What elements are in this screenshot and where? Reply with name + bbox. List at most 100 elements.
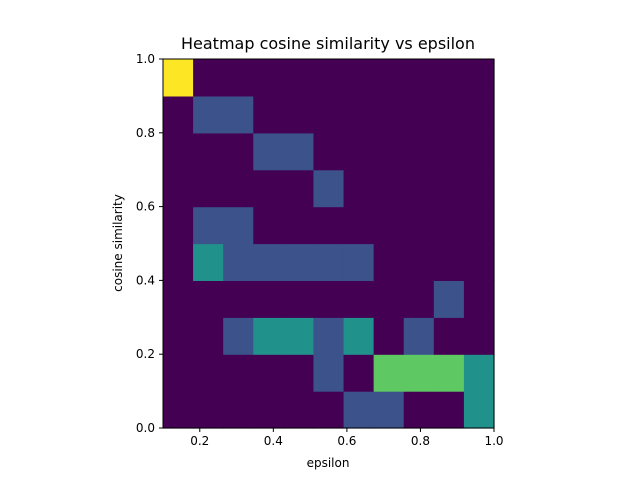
heatmap-cell: [253, 169, 284, 208]
heatmap-cell: [193, 354, 224, 392]
heatmap-cell: [223, 354, 254, 392]
heatmap-cell: [313, 243, 345, 281]
heatmap-cell: [283, 169, 315, 208]
heatmap-cell: [283, 132, 315, 171]
heatmap-cell: [403, 95, 435, 134]
heatmap-cell: [223, 243, 254, 281]
heatmap-cell: [283, 206, 315, 245]
heatmap-cell: [253, 391, 284, 429]
heatmap-cell: [283, 354, 315, 392]
heatmap-cell: [463, 206, 495, 245]
heatmap-cell: [343, 132, 375, 171]
heatmap-cell: [433, 95, 465, 134]
heatmap-cell: [373, 280, 405, 318]
heatmap-cell: [223, 95, 254, 134]
heatmap-cell: [163, 95, 194, 134]
heatmap-cell: [193, 243, 224, 281]
heatmap-cell: [193, 206, 224, 245]
heatmap-cell: [253, 95, 284, 134]
heatmap-cell: [313, 132, 345, 171]
heatmap-cell: [163, 391, 194, 429]
y-axis-label: cosine similarity: [111, 194, 125, 292]
heatmap-cell: [163, 243, 194, 281]
heatmap-cell: [433, 243, 465, 281]
heatmap-cell: [373, 354, 405, 392]
heatmap-cell: [163, 354, 194, 392]
heatmap-cell: [433, 280, 465, 318]
heatmap-cell: [193, 132, 224, 171]
heatmap-cell: [163, 132, 194, 171]
heatmap-cell: [283, 243, 315, 281]
heatmap-cell: [463, 391, 495, 429]
heatmap-cell: [373, 169, 405, 208]
heatmap-cell: [343, 169, 375, 208]
heatmap-cell: [193, 95, 224, 134]
heatmap-cell: [343, 391, 375, 429]
y-tick-label: 0.2: [136, 347, 155, 361]
heatmap-cell: [253, 280, 284, 318]
heatmap-cell: [433, 59, 465, 97]
heatmap-cell: [403, 391, 435, 429]
heatmap-cell: [433, 169, 465, 208]
heatmap-cell: [433, 391, 465, 429]
heatmap-cell: [283, 95, 315, 134]
heatmap-cell: [223, 206, 254, 245]
heatmap-cell: [253, 354, 284, 392]
x-axis-label: epsilon: [307, 456, 350, 470]
heatmap-cell: [253, 59, 284, 97]
y-tick-label: 0.0: [136, 421, 155, 435]
heatmap-cell: [343, 317, 375, 355]
heatmap-cell: [163, 317, 194, 355]
heatmap-cell: [433, 317, 465, 355]
heatmap-cell: [343, 59, 375, 97]
heatmap-cell: [193, 169, 224, 208]
heatmap-cell: [313, 280, 345, 318]
heatmap-cell: [463, 280, 495, 318]
heatmap-cell: [223, 132, 254, 171]
heatmap-cell: [403, 317, 435, 355]
heatmap-cell: [433, 354, 465, 392]
heatmap-cell: [313, 206, 345, 245]
heatmap-cell: [163, 169, 194, 208]
heatmap-cell: [343, 95, 375, 134]
heatmap-cell: [313, 169, 345, 208]
heatmap-cell: [163, 280, 194, 318]
heatmap-cell: [343, 354, 375, 392]
heatmap-cell: [313, 95, 345, 134]
heatmap-cell: [433, 206, 465, 245]
heatmap-cell: [283, 391, 315, 429]
x-tick-label: 0.8: [411, 434, 430, 448]
heatmap-cell: [373, 317, 405, 355]
heatmap-cell: [253, 243, 284, 281]
heatmap-cell: [403, 354, 435, 392]
heatmap-cell: [253, 317, 284, 355]
heatmap-cell: [403, 132, 435, 171]
heatmap-cell: [283, 280, 315, 318]
heatmap-cell: [433, 132, 465, 171]
heatmap-cell: [223, 391, 254, 429]
heatmap-cell: [283, 317, 315, 355]
heatmap-cell: [463, 317, 495, 355]
x-axis-ticks: 0.2 0.4 0.6 0.8 1.0: [190, 428, 504, 448]
heatmap-cell: [193, 391, 224, 429]
heatmap-cell: [403, 280, 435, 318]
x-tick-label: 0.4: [264, 434, 283, 448]
heatmap-cell: [373, 391, 405, 429]
y-tick-label: 1.0: [136, 52, 155, 66]
heatmap-cell: [313, 354, 345, 392]
heatmap-cell: [223, 317, 254, 355]
x-tick-label: 1.0: [484, 434, 503, 448]
heatmap-cell: [373, 132, 405, 171]
heatmap-cell: [223, 59, 254, 97]
heatmap-cell: [463, 95, 495, 134]
heatmap-cell: [373, 243, 405, 281]
heatmap-cell: [403, 169, 435, 208]
y-tick-label: 0.8: [136, 126, 155, 140]
heatmap-cell: [463, 354, 495, 392]
heatmap-cell: [223, 169, 254, 208]
heatmap-cell: [193, 317, 224, 355]
heatmap-cell: [313, 391, 345, 429]
chart-title: Heatmap cosine similarity vs epsilon: [181, 34, 475, 53]
x-tick-label: 0.6: [337, 434, 356, 448]
